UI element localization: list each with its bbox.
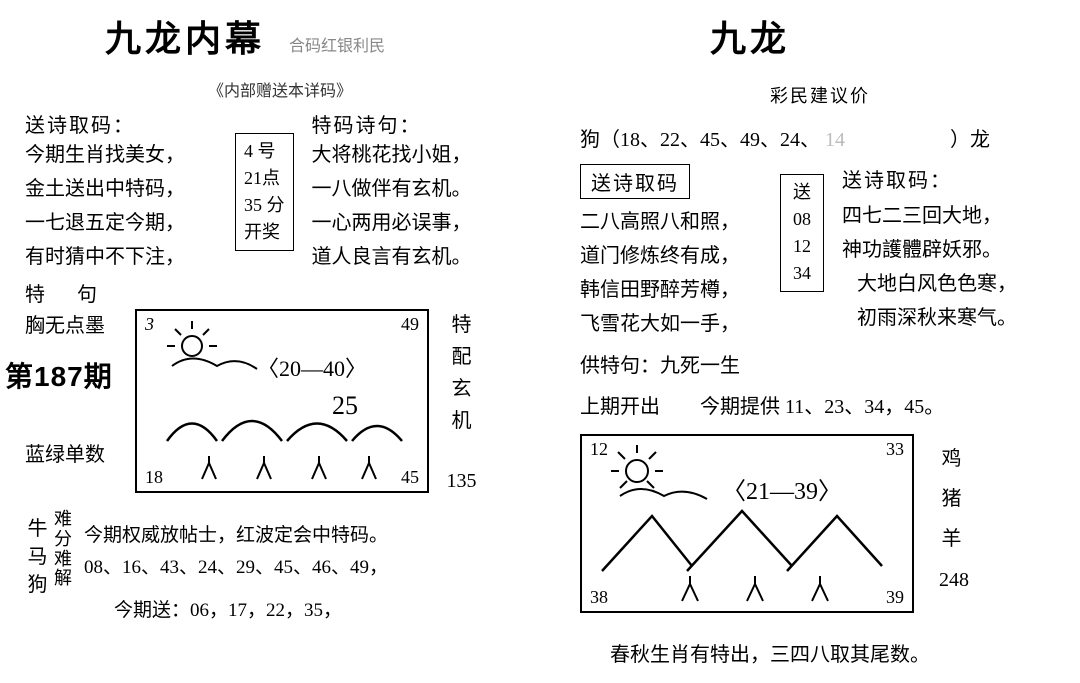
zodiac-a: 狗（18、22、45、49、24、 — [580, 129, 820, 151]
left-nanfen: 难分难解 — [54, 510, 74, 589]
right-poem-l2: 道门修炼终有成， — [580, 239, 770, 273]
zodiac-b: ）龙 — [950, 129, 990, 151]
left-blue-green: 蓝绿单数 — [25, 438, 125, 467]
left-te-label: 特 句 — [25, 278, 535, 307]
left-poem-l1: 今期生肖找美女， — [25, 138, 225, 172]
right-sketch: 12 33 38 39 〈21—39〉 — [580, 434, 914, 613]
left-box-l4: 开奖 — [244, 219, 285, 246]
left-box-l1: 4 号 — [244, 138, 285, 165]
left-poem-header-l: 送诗取码： — [25, 109, 225, 138]
right-title: 九龙 — [710, 10, 1060, 62]
rsketch-tl: 12 — [590, 439, 608, 460]
sketch-tl: 3 — [145, 314, 154, 335]
rsketch-br: 39 — [886, 587, 904, 608]
left-box-l2: 21点 — [244, 165, 285, 192]
right-poem-l4: 飞雪花大如一手， — [580, 307, 770, 341]
left-side-r: 特配玄机 — [444, 309, 479, 437]
right-poem-r1: 四七二三回大地， — [842, 199, 1042, 233]
left-te-phrase: 胸无点墨 — [25, 309, 125, 338]
left-animals: 牛马狗 — [25, 515, 50, 599]
left-poem-r1: 大将桃花找小姐， — [312, 138, 512, 172]
sketch-range: 〈20—40〉 — [257, 351, 367, 383]
right-gong: 供特句：九死一生 — [580, 349, 1060, 378]
right-box-h: 送 — [793, 179, 811, 206]
right-box-2: 12 — [793, 233, 811, 260]
right-sub: 彩民建议价 — [580, 82, 1060, 108]
sketch-br: 45 — [401, 467, 419, 488]
left-poem-l3: 一七退五定今期， — [25, 206, 225, 240]
left-title: 九龙内幕 — [105, 19, 265, 59]
left-bottom1: 今期权威放帖士，红波定会中特码。 — [84, 520, 388, 552]
right-poem-r3: 大地白风色色寒， — [857, 267, 1042, 301]
left-title-faint: 合码红银利民 — [289, 32, 385, 56]
sketch-tr: 49 — [401, 314, 419, 335]
right-prev: 上期开出 今期提供 11、23、34，45。 — [580, 390, 1060, 419]
left-subline: 《内部赠送本详码》 — [25, 77, 535, 101]
sketch-mid: 25 — [332, 391, 358, 421]
left-poem-r3: 一心两用必误事， — [312, 206, 512, 240]
right-center-box: 送 08 12 34 — [780, 174, 824, 292]
right-animals: 鸡猪羊 — [939, 439, 964, 559]
right-poem-header-l: 送诗取码 — [580, 164, 690, 199]
left-center-box: 4 号 21点 35 分 开奖 — [235, 133, 294, 251]
rsketch-range: 〈21—39〉 — [722, 471, 842, 506]
right-poem-header-r: 送诗取码： — [842, 164, 1042, 193]
left-sketch: 3 49 18 45 〈20—40〉 25 — [135, 309, 429, 493]
right-box-3: 34 — [793, 260, 811, 287]
left-box-l3: 35 分 — [244, 192, 285, 219]
right-bottom: 春秋生肖有特出，三四八取其尾数。 — [610, 638, 1060, 667]
rsketch-bl: 38 — [590, 587, 608, 608]
left-poem-r4: 道人良言有玄机。 — [312, 240, 512, 274]
right-side-num: 248 — [939, 569, 969, 592]
right-poem-l1: 二八高照八和照， — [580, 205, 770, 239]
right-poem-r4: 初雨深秋来寒气。 — [857, 301, 1042, 335]
left-side-num: 135 — [444, 467, 479, 495]
issue-tag: 第187期 — [5, 355, 113, 395]
left-poem-r2: 一八做伴有玄机。 — [312, 172, 512, 206]
sketch-bl: 18 — [145, 467, 163, 488]
right-poem-r2: 神功護體辟妖邪。 — [842, 233, 1042, 267]
rsketch-tr: 33 — [886, 439, 904, 460]
left-bottom3: 今期送：06，17，22，35， — [114, 595, 388, 627]
left-poem-header-r: 特码诗句： — [312, 109, 512, 138]
right-box-1: 08 — [793, 206, 811, 233]
left-bottom2: 08、16、43、24、29、45、46、49， — [84, 552, 388, 584]
left-poem-l4: 有时猜中不下注， — [25, 240, 225, 274]
right-poem-l3: 韩信田野醉芳樽， — [580, 273, 770, 307]
left-poem-l2: 金土送出中特码， — [25, 172, 225, 206]
